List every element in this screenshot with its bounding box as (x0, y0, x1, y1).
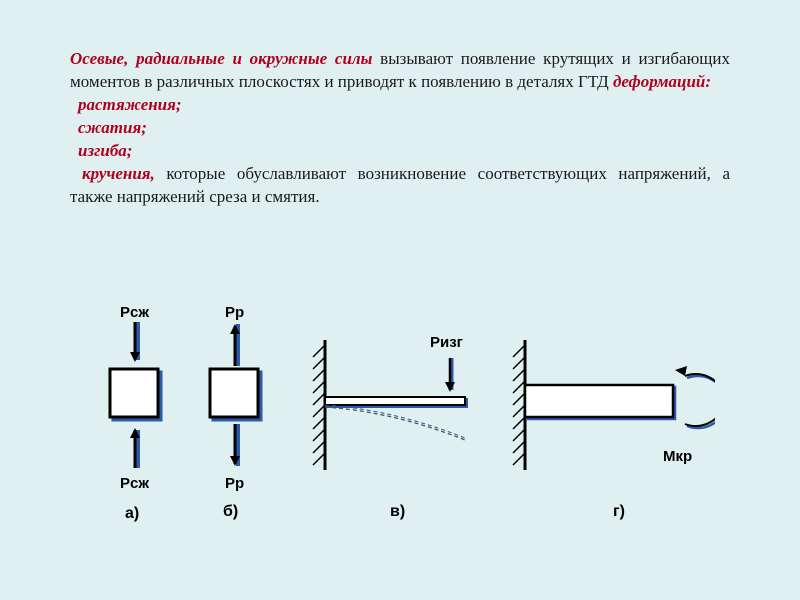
p2-rest: которые обуславливают возникновение соот… (70, 164, 730, 206)
li-compress: сжатия; (70, 117, 730, 140)
text-block: Осевые, радиальные и окружные силы вызыв… (70, 48, 730, 209)
caption-c: в) (390, 503, 405, 521)
fig-b (210, 324, 261, 466)
caption-b: б) (223, 503, 238, 521)
fig-a (110, 322, 161, 468)
slide-root: Осевые, радиальные и окружные силы вызыв… (0, 0, 800, 600)
hi-deform: деформаций: (613, 72, 711, 91)
diagram-area: Рсж Рсж Рр Рр Ризг Мкр а) б) в) г) (95, 320, 715, 570)
label-a-bot: Рсж (120, 475, 149, 492)
hi-forces: Осевые, радиальные и окружные силы (70, 49, 372, 68)
li-bend: изгиба; (70, 140, 730, 163)
label-c: Ризг (430, 334, 463, 351)
paragraph-1: Осевые, радиальные и окружные силы вызыв… (70, 48, 730, 94)
caption-a: а) (125, 505, 139, 523)
label-b-top: Рр (225, 304, 244, 321)
label-d: Мкр (663, 448, 692, 465)
li-stretch: растяжения; (70, 94, 730, 117)
hi-torsion: кручения, (70, 164, 155, 183)
caption-d: г) (613, 503, 625, 521)
fig-c (313, 340, 467, 470)
label-a-top: Рсж (120, 304, 149, 321)
label-b-bot: Рр (225, 475, 244, 492)
paragraph-2: кручения, которые обуславливают возникно… (70, 163, 730, 209)
